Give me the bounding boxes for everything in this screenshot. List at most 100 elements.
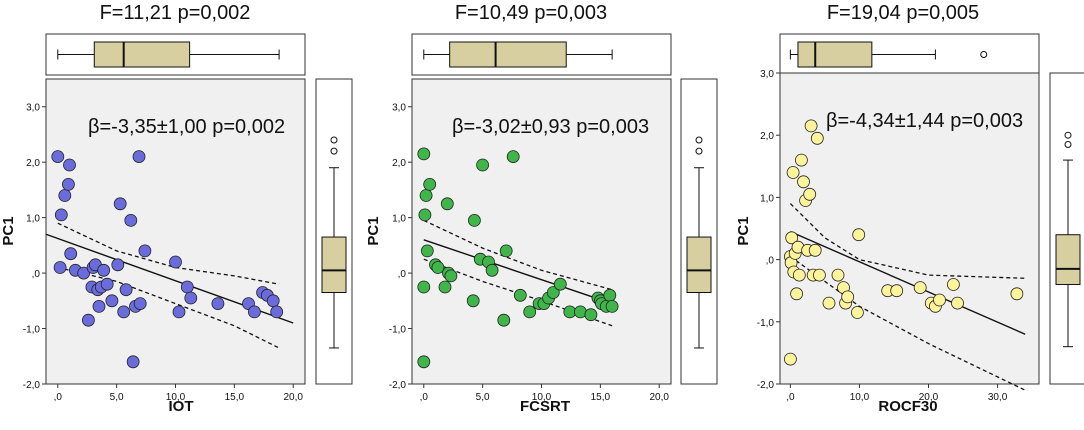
y-tick-label: -2,0 bbox=[757, 380, 775, 391]
panel-fcsrt: F=10,49 p=0,003 ,0 5,0 10,0 15,0 20,0 -2,0 -1,… bbox=[365, 2, 718, 415]
data-point bbox=[119, 283, 133, 297]
data-point bbox=[247, 305, 261, 319]
data-point bbox=[100, 277, 114, 291]
y-tick-label: -1,0 bbox=[23, 325, 41, 336]
panel-iot-annotation: β=-3,35±1,00 p=0,002 bbox=[88, 116, 285, 138]
data-point bbox=[786, 166, 800, 179]
panel-fcsrt-ybox bbox=[686, 136, 712, 349]
data-point bbox=[64, 247, 78, 261]
data-point bbox=[476, 158, 490, 172]
data-point bbox=[1010, 287, 1024, 301]
xbox-outlier bbox=[980, 51, 988, 58]
data-point bbox=[584, 308, 598, 322]
data-point bbox=[58, 189, 72, 202]
data-point bbox=[97, 263, 111, 277]
data-point bbox=[420, 244, 434, 258]
panel-rocf30-points bbox=[784, 119, 1024, 366]
data-point bbox=[417, 280, 431, 294]
data-point bbox=[77, 266, 91, 280]
panel-fcsrt-points bbox=[417, 147, 619, 369]
data-point bbox=[62, 177, 75, 191]
panel-iot-title: F=11,21 p=0,002 bbox=[100, 2, 251, 24]
x-tick-label: 10,0 bbox=[850, 392, 870, 403]
y-tick-label: -1,0 bbox=[757, 318, 775, 329]
data-point bbox=[138, 244, 152, 258]
ybox-outlier bbox=[1064, 131, 1072, 139]
data-point bbox=[831, 268, 845, 282]
panel-fcsrt-title: F=10,49 p=0,003 bbox=[455, 2, 607, 24]
data-point bbox=[790, 287, 803, 301]
panel-fcsrt-axes: ,0 5,0 10,0 15,0 20,0 -2,0 -1,0 ,0 1,0 2,0 3,0 bbox=[389, 103, 670, 403]
data-point bbox=[506, 150, 520, 164]
data-point bbox=[417, 147, 431, 161]
panel-iot-ylabel: PC1 bbox=[0, 216, 17, 245]
data-point bbox=[803, 187, 817, 201]
y-tick-label: 2,0 bbox=[392, 158, 406, 169]
ybox-outlier bbox=[1064, 141, 1072, 149]
data-point bbox=[797, 175, 810, 189]
data-point bbox=[419, 189, 433, 202]
panel-iot-axes: ,0 5,0 10,0 15,0 20,0 -2,0 -1,0 ,0 1,0 2,0 3,0 bbox=[23, 103, 304, 403]
xbox-iqr bbox=[797, 41, 873, 68]
x-tick-label: ,0 bbox=[420, 392, 429, 403]
data-point bbox=[53, 261, 67, 274]
y-tick-label: -2,0 bbox=[23, 380, 41, 391]
data-point bbox=[947, 278, 960, 291]
data-point bbox=[184, 291, 198, 305]
data-point bbox=[113, 197, 127, 211]
data-point bbox=[499, 244, 513, 258]
panel-fcsrt-annotation: β=-3,02±0,93 p=0,003 bbox=[452, 116, 649, 138]
panel-rocf30-xlabel: ROCF30 bbox=[878, 398, 937, 415]
y-tick-label: 3,0 bbox=[392, 103, 406, 114]
y-tick-label: 2,0 bbox=[760, 131, 774, 142]
data-point bbox=[423, 177, 437, 191]
data-point bbox=[913, 281, 927, 295]
data-point bbox=[111, 258, 125, 272]
ci-upper-line bbox=[789, 203, 1026, 279]
data-point bbox=[784, 352, 797, 366]
data-point bbox=[51, 150, 65, 164]
fit-line bbox=[423, 239, 613, 305]
data-point bbox=[82, 313, 95, 327]
panel-fcsrt-ylabel: PC1 bbox=[365, 216, 382, 245]
xbox-iqr bbox=[449, 41, 567, 68]
data-point bbox=[851, 306, 864, 319]
x-tick-label: 20,0 bbox=[649, 392, 669, 403]
y-tick-label: -1,0 bbox=[389, 325, 407, 336]
data-point bbox=[485, 263, 499, 277]
data-point bbox=[808, 243, 822, 257]
data-point bbox=[211, 297, 225, 311]
data-point bbox=[795, 153, 808, 167]
y-tick-label: ,0 bbox=[766, 256, 775, 267]
panel-iot-ybox bbox=[321, 136, 347, 349]
panel-iot-plot-area bbox=[45, 78, 306, 385]
x-tick-label: ,0 bbox=[786, 392, 795, 403]
x-tick-label: ,0 bbox=[54, 392, 63, 403]
x-tick-label: 15,0 bbox=[591, 392, 611, 403]
data-point bbox=[266, 294, 280, 308]
data-point bbox=[440, 197, 454, 211]
ybox-outlier bbox=[695, 136, 703, 144]
data-point bbox=[605, 299, 619, 313]
data-point bbox=[105, 294, 119, 308]
data-point bbox=[852, 228, 866, 242]
y-tick-label: 1,0 bbox=[760, 193, 774, 204]
data-point bbox=[603, 288, 617, 302]
data-point bbox=[466, 294, 480, 308]
y-tick-label: 1,0 bbox=[392, 214, 406, 225]
panel-fcsrt-xbox bbox=[423, 41, 613, 68]
data-point bbox=[841, 290, 855, 304]
panel-iot-points bbox=[51, 150, 284, 369]
data-point bbox=[553, 277, 567, 291]
y-tick-label: 2,0 bbox=[26, 158, 40, 169]
data-point bbox=[444, 269, 458, 283]
data-point bbox=[172, 305, 186, 319]
data-point bbox=[418, 208, 432, 222]
y-tick-label: ,0 bbox=[398, 269, 407, 280]
data-point bbox=[822, 296, 836, 310]
x-tick-label: 30,0 bbox=[988, 392, 1008, 403]
data-point bbox=[117, 305, 131, 319]
ybox-iqr bbox=[1055, 234, 1081, 285]
panel-rocf30-xbox bbox=[789, 41, 988, 68]
